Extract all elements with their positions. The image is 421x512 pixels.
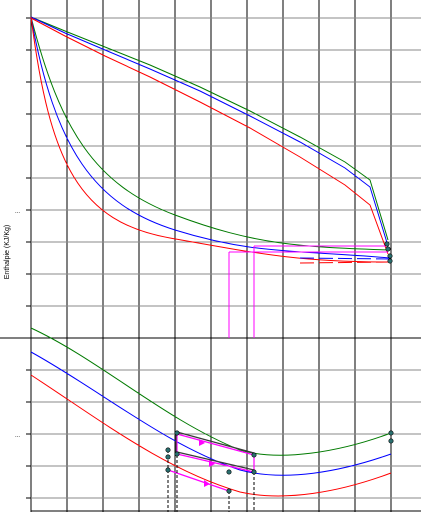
state-point [226,488,232,494]
state-point [251,452,257,458]
cycle-line [176,453,255,473]
lower-cycle [167,431,255,492]
cycle-line [176,433,255,456]
y-axis-ticks: ... ... [15,17,31,499]
state-point [165,454,171,460]
red-series-dashed-line [299,261,391,264]
state-point [388,438,394,444]
state-point [251,469,257,475]
drop-lines [167,450,255,512]
cycle-line [167,469,230,492]
cycle-arrow [209,460,215,467]
y-tick-label: ... [15,209,20,215]
state-point [174,430,180,436]
blue-series-lower-line [30,16,391,259]
state-point [388,430,394,436]
state-point [174,451,180,457]
y-tick-label: ... [15,433,20,439]
cycle-arrow [199,439,205,446]
cycle-arrow [204,480,210,487]
blue-series-upper-line [30,16,389,247]
cycle-arrows [199,439,215,487]
upper-cycle-lines [228,245,388,338]
red-series-lower-line [30,16,391,263]
blue-series-dashed-line [299,257,391,260]
cycle-outline [176,451,255,471]
y-axis-label: Enthalpie (KJ/Kg) [4,225,11,279]
red-series-upper-line [30,17,389,255]
red-series-lower-panel-line [30,374,392,497]
cycle-outline [176,431,255,454]
state-point [165,447,171,453]
state-point [387,258,393,264]
green-series-upper-line [30,16,389,241]
state-point [165,467,171,473]
state-point [385,246,391,252]
state-point [384,241,390,247]
state-points [165,241,394,494]
state-point [387,253,393,259]
state-point [226,469,232,475]
